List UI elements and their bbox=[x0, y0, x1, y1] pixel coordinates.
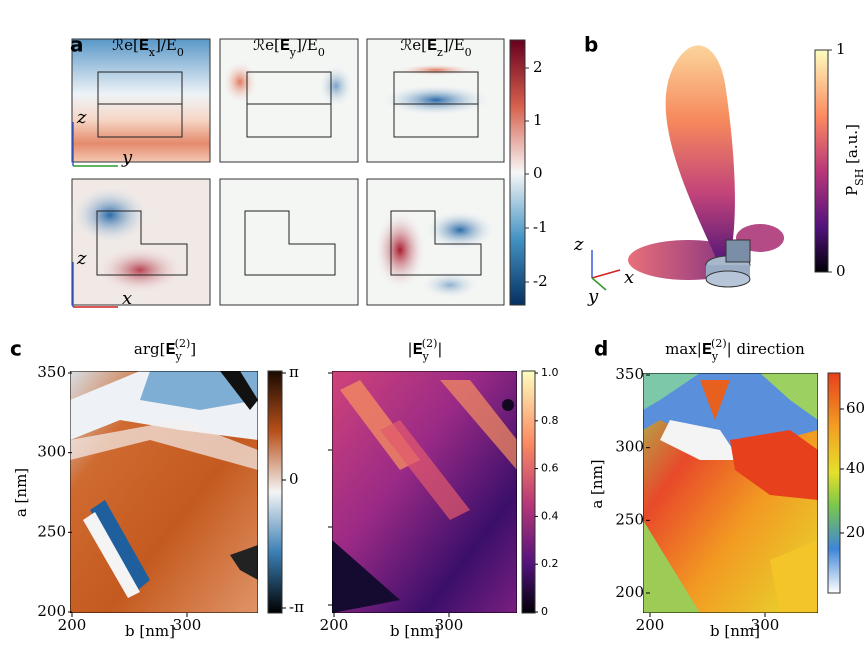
radiation-pattern bbox=[591, 45, 829, 291]
x-axis-label: b [nm] bbox=[390, 622, 440, 640]
text-part: 0 bbox=[465, 46, 472, 59]
colorbar-tick-label: 0.8 bbox=[541, 414, 559, 427]
text-part: ]/E bbox=[443, 36, 465, 54]
text-part: ℛe[𝐄 bbox=[400, 36, 437, 54]
x-tick-label: 300 bbox=[435, 616, 464, 634]
text-part: |𝐄 bbox=[408, 340, 423, 358]
x-tick-label: 300 bbox=[173, 616, 202, 634]
colorbar-tick-label: 0 bbox=[541, 605, 548, 618]
text-part: P bbox=[843, 186, 861, 196]
text-part: ℛe[𝐄 bbox=[253, 36, 290, 54]
colorbar-tick-label: 20 bbox=[846, 523, 865, 541]
text-part: SH bbox=[853, 169, 866, 186]
colorbar-tick-label: -2 bbox=[533, 272, 548, 290]
colorbar-tick-label: 1.0 bbox=[541, 366, 559, 379]
y-tick-label: 350 bbox=[37, 363, 66, 381]
panel-title: ℛe[𝐄z]/E0 bbox=[400, 36, 471, 59]
axis-label: x bbox=[624, 267, 634, 288]
colorbar-tick-label: 0.2 bbox=[541, 557, 559, 570]
text-part: y bbox=[422, 350, 430, 363]
colorbar-tick-label: 40 bbox=[846, 459, 865, 477]
colorbar bbox=[827, 372, 841, 594]
text-part: ] bbox=[190, 340, 196, 358]
x-axis-label: b [nm] bbox=[710, 622, 760, 640]
panel-title: ℛe[𝐄y]/E0 bbox=[253, 36, 325, 59]
colorbar-label: PSH [a.u.] bbox=[843, 124, 866, 196]
text-part: max|𝐄 bbox=[665, 340, 712, 358]
x-tick-label: 300 bbox=[751, 616, 780, 634]
panel-title: arg[𝐄y(2)] bbox=[134, 337, 196, 363]
text-part: [a.u.] bbox=[843, 124, 861, 169]
colorbar-tick-label: 0 bbox=[289, 470, 299, 488]
heatmap-amplitude bbox=[332, 371, 517, 613]
panel-title: |𝐄y(2)| bbox=[408, 337, 443, 363]
colorbar-tick-label: -π bbox=[289, 598, 304, 616]
y-tick-label: 200 bbox=[37, 602, 66, 620]
field-maps bbox=[70, 38, 526, 308]
text-part: ]/E bbox=[296, 36, 318, 54]
colorbar-tick-label: -1 bbox=[533, 218, 548, 236]
text-part: y bbox=[289, 46, 297, 59]
x-axis-label: b [nm] bbox=[125, 622, 175, 640]
text-part: 0 bbox=[177, 46, 184, 59]
text-part: | bbox=[437, 340, 442, 358]
text-part: ℛe[𝐄 bbox=[112, 36, 149, 54]
y-tick-label: 300 bbox=[615, 438, 644, 456]
colorbar-tick-label: 0.4 bbox=[541, 509, 559, 522]
y-axis-label: a [nm] bbox=[588, 459, 606, 508]
text-part: ]/E bbox=[155, 36, 177, 54]
text-part: | direction bbox=[727, 340, 806, 358]
axis-label: x bbox=[122, 288, 132, 309]
axis-label: y bbox=[587, 286, 599, 307]
colorbar-tick-label: 0.6 bbox=[541, 462, 559, 475]
colorbar-tick-label: 1 bbox=[836, 40, 846, 58]
text-part: z bbox=[437, 46, 443, 59]
x-tick-label: 200 bbox=[636, 616, 665, 634]
colorbar bbox=[521, 370, 536, 614]
text-part: y bbox=[174, 350, 182, 363]
colorbar-tick-label: 0 bbox=[836, 262, 846, 280]
colorbar bbox=[267, 370, 283, 614]
y-axis-label: a [nm] bbox=[12, 468, 30, 517]
panel-label: d bbox=[594, 337, 608, 361]
text-part: x bbox=[149, 46, 156, 59]
heatmap-direction bbox=[643, 373, 818, 613]
y-tick-label: 250 bbox=[37, 522, 66, 540]
text-part: arg[𝐄 bbox=[134, 340, 176, 358]
text-part: (2) bbox=[422, 337, 438, 350]
axis-label: z bbox=[76, 107, 87, 128]
colorbar-tick-label: 2 bbox=[533, 58, 543, 76]
colorbar-tick-label: 60 bbox=[846, 399, 865, 417]
colorbar-tick-label: 1 bbox=[533, 111, 543, 129]
text-part: (2) bbox=[175, 337, 191, 350]
y-tick-label: 200 bbox=[615, 583, 644, 601]
text-part: 0 bbox=[318, 46, 325, 59]
axis-label: y bbox=[121, 147, 133, 168]
panel-label: b bbox=[584, 33, 598, 57]
axis-label: z bbox=[573, 234, 584, 255]
y-tick-label: 350 bbox=[615, 365, 644, 383]
text-part: (2) bbox=[711, 337, 727, 350]
axis-label: z bbox=[76, 248, 87, 269]
panel-label: c bbox=[10, 337, 22, 361]
panel-title: max|𝐄y(2)| direction bbox=[665, 337, 805, 363]
text-part: y bbox=[711, 350, 719, 363]
y-tick-label: 300 bbox=[37, 443, 66, 461]
x-tick-label: 200 bbox=[58, 616, 87, 634]
x-tick-label: 200 bbox=[320, 616, 349, 634]
heatmap-phase bbox=[70, 371, 258, 613]
y-tick-label: 250 bbox=[615, 510, 644, 528]
colorbar-tick-label: 0 bbox=[533, 164, 543, 182]
panel-label: a bbox=[70, 33, 84, 57]
panel-title: ℛe[𝐄x]/E0 bbox=[112, 36, 184, 59]
colorbar-tick-label: π bbox=[289, 363, 299, 381]
